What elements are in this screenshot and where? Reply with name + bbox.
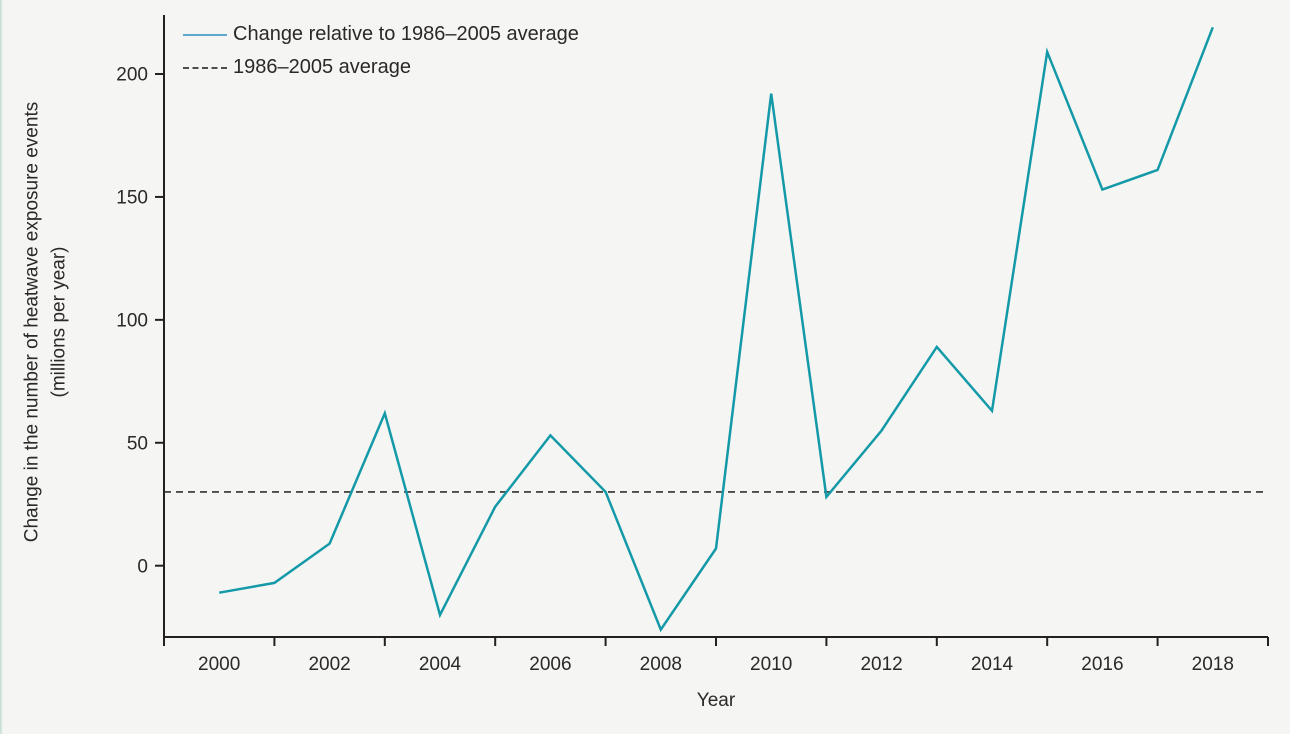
x-tick-label: 2002 — [308, 654, 350, 675]
y-tick-label: 200 — [116, 65, 148, 86]
legend: Change relative to 1986–2005 average 198… — [183, 20, 579, 82]
y-axis-title-line2: (millions per year) — [48, 246, 69, 398]
y-tick-label: 50 — [127, 433, 148, 454]
x-tick-label: 2010 — [750, 654, 792, 675]
solid-line-swatch-icon — [183, 33, 227, 36]
y-tick-label: 0 — [137, 556, 148, 577]
y-axis-title-line1: Change in the number of heatwave exposur… — [21, 101, 43, 543]
x-axis-title: Year — [696, 690, 736, 711]
y-tick-label: 150 — [116, 188, 148, 209]
x-tick-label: 2000 — [198, 654, 240, 675]
y-axis-title: Change in the number of heatwave exposur… — [19, 102, 72, 542]
x-tick-label: 2018 — [1192, 654, 1234, 675]
x-tick-label: 2008 — [640, 654, 682, 675]
dashed-line-swatch-icon — [183, 66, 227, 69]
x-tick-label: 2006 — [529, 654, 571, 675]
change-series-line — [218, 26, 1214, 633]
y-tick-label: 100 — [116, 311, 148, 332]
x-tick-label: 2012 — [860, 654, 902, 675]
legend-label: Change relative to 1986–2005 average — [233, 23, 579, 45]
legend-label: 1986–2005 average — [233, 56, 411, 78]
legend-item-average: 1986–2005 average — [183, 53, 579, 82]
x-tick-label: 2004 — [419, 654, 462, 675]
left-edge-tint — [0, 0, 3, 734]
x-tick-label: 2016 — [1081, 654, 1123, 675]
x-tick-label: 2014 — [971, 654, 1014, 675]
legend-item-change-relative: Change relative to 1986–2005 average — [183, 20, 579, 49]
